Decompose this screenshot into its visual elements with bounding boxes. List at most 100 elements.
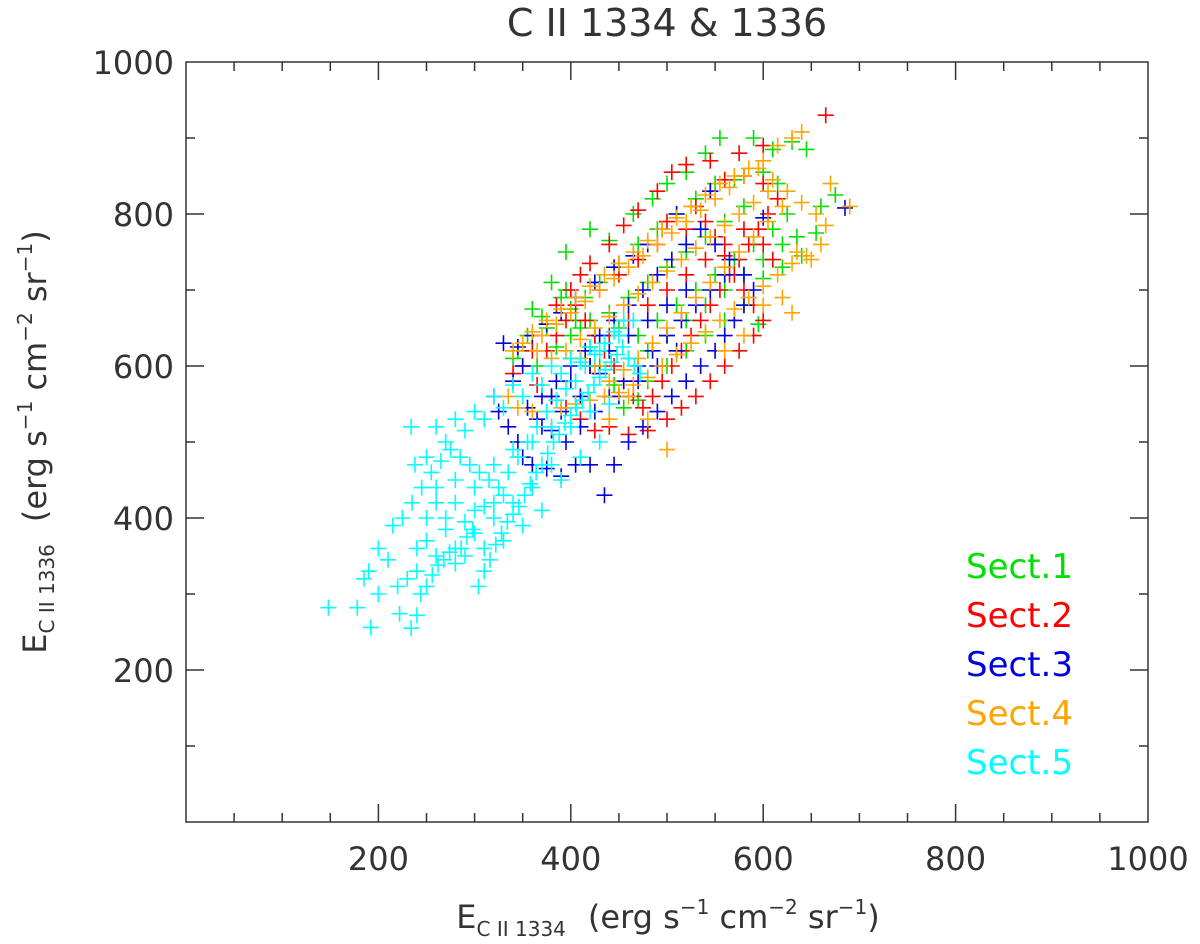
x-tick-label: 1000 — [1107, 840, 1188, 878]
data-point — [803, 251, 820, 268]
data-point — [735, 327, 752, 344]
legend-entry: Sect.5 — [966, 743, 1073, 783]
data-point — [370, 540, 387, 557]
data-point — [764, 251, 781, 268]
data-point — [793, 123, 810, 140]
data-point — [524, 479, 541, 496]
data-point — [606, 358, 623, 374]
data-point — [740, 289, 757, 306]
data-point — [760, 183, 777, 200]
data-point — [591, 342, 608, 359]
data-point — [557, 244, 574, 260]
data-point — [827, 187, 844, 203]
data-point — [779, 183, 796, 200]
data-point — [711, 130, 728, 146]
data-point — [543, 274, 560, 291]
data-point — [553, 301, 570, 317]
data-point — [764, 171, 781, 188]
data-point — [495, 335, 512, 352]
data-point — [793, 194, 810, 211]
data-point — [755, 297, 772, 314]
data-point — [731, 145, 748, 162]
data-point — [320, 599, 337, 616]
data-point — [692, 312, 709, 329]
data-point — [711, 175, 728, 192]
data-point — [505, 441, 522, 458]
data-point — [380, 551, 397, 568]
data-point — [582, 278, 599, 295]
data-point — [533, 377, 550, 393]
data-point — [678, 266, 695, 283]
data-point — [437, 434, 454, 450]
data-point — [683, 335, 700, 352]
data-point — [406, 456, 423, 473]
data-point — [476, 563, 493, 580]
data-point — [784, 130, 801, 146]
data-point — [788, 244, 805, 260]
data-point — [370, 586, 387, 602]
data-point — [548, 316, 565, 333]
data-point — [822, 175, 839, 192]
data-point — [668, 209, 685, 226]
data-point — [567, 396, 584, 412]
axis-ticks — [186, 62, 1148, 822]
data-point — [692, 202, 709, 219]
data-point — [625, 377, 642, 393]
data-point — [760, 213, 777, 230]
data-point — [509, 399, 526, 416]
data-point — [464, 521, 481, 538]
data-point — [522, 475, 539, 492]
data-point — [548, 392, 565, 409]
data-point — [644, 335, 661, 352]
data-point — [673, 251, 690, 268]
data-point — [697, 323, 714, 340]
data-point — [447, 540, 464, 557]
data-point — [692, 221, 709, 238]
data-point — [485, 510, 502, 526]
data-point — [500, 388, 517, 405]
data-point — [553, 472, 570, 488]
data-point — [424, 567, 441, 583]
data-point — [538, 403, 555, 420]
legend-entry: Sect.2 — [966, 596, 1073, 636]
data-point — [529, 418, 546, 435]
data-point — [529, 342, 546, 359]
data-point — [702, 152, 719, 169]
data-point — [456, 513, 473, 530]
data-point — [659, 282, 675, 298]
y-tick-label: 1000 — [93, 44, 174, 82]
data-point — [659, 411, 675, 428]
data-point — [601, 373, 618, 390]
data-point — [514, 517, 531, 534]
data-point — [596, 487, 613, 504]
data-point — [620, 434, 637, 450]
data-point — [841, 198, 858, 215]
data-point — [447, 411, 464, 428]
data-point — [408, 563, 425, 580]
data-point — [524, 323, 541, 340]
data-point — [697, 251, 714, 268]
data-point — [495, 532, 512, 549]
data-point — [745, 228, 762, 245]
data-point — [678, 236, 695, 253]
data-point — [644, 388, 661, 405]
x-tick-label: 200 — [348, 840, 409, 878]
data-point — [500, 464, 517, 481]
data-point — [716, 217, 733, 234]
data-point — [750, 160, 767, 177]
data-point — [533, 502, 550, 519]
data-point — [620, 259, 637, 276]
data-point — [745, 130, 762, 146]
data-point — [745, 194, 762, 211]
data-point — [514, 388, 531, 405]
data-point — [755, 278, 772, 295]
data-point — [735, 168, 752, 184]
data-point — [562, 350, 579, 367]
data-point — [625, 312, 642, 329]
data-point — [500, 418, 517, 435]
data-point — [808, 225, 825, 241]
data-point — [428, 494, 445, 511]
y-tick-label: 600 — [113, 348, 174, 386]
data-point — [423, 464, 440, 481]
